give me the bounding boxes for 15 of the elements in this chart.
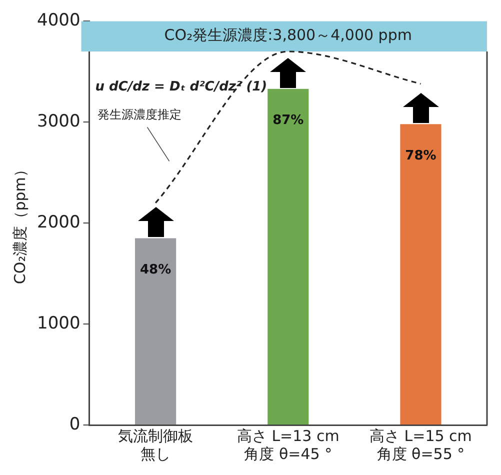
annotation: 発生源濃度推定: [97, 107, 182, 122]
x-tick-label: 気流制御板無し: [118, 426, 194, 463]
y-tick-label: 2000: [37, 212, 80, 233]
y-tick-label: 4000: [37, 10, 80, 31]
annotation: 48%: [140, 262, 172, 278]
annotation: 87%: [272, 113, 304, 128]
y-axis-title: CO₂濃度（ppm）: [10, 162, 29, 284]
y-tick-label: 0: [69, 414, 80, 434]
y-tick-label: 3000: [37, 112, 80, 132]
x-tick-label: 高さ L=13 cm 角度 θ=45 °: [236, 426, 340, 463]
annotation: u dC/dz = Dₜ d²C/dz² (1): [95, 80, 268, 95]
band-label: CO₂発生源濃度:3,800～4,000 ppm: [164, 26, 412, 44]
annotation: 78%: [405, 148, 436, 164]
x-tick-label: 高さ L=15 cm 角度 θ=55 °: [370, 426, 472, 463]
y-tick-label: 1000: [37, 313, 80, 334]
